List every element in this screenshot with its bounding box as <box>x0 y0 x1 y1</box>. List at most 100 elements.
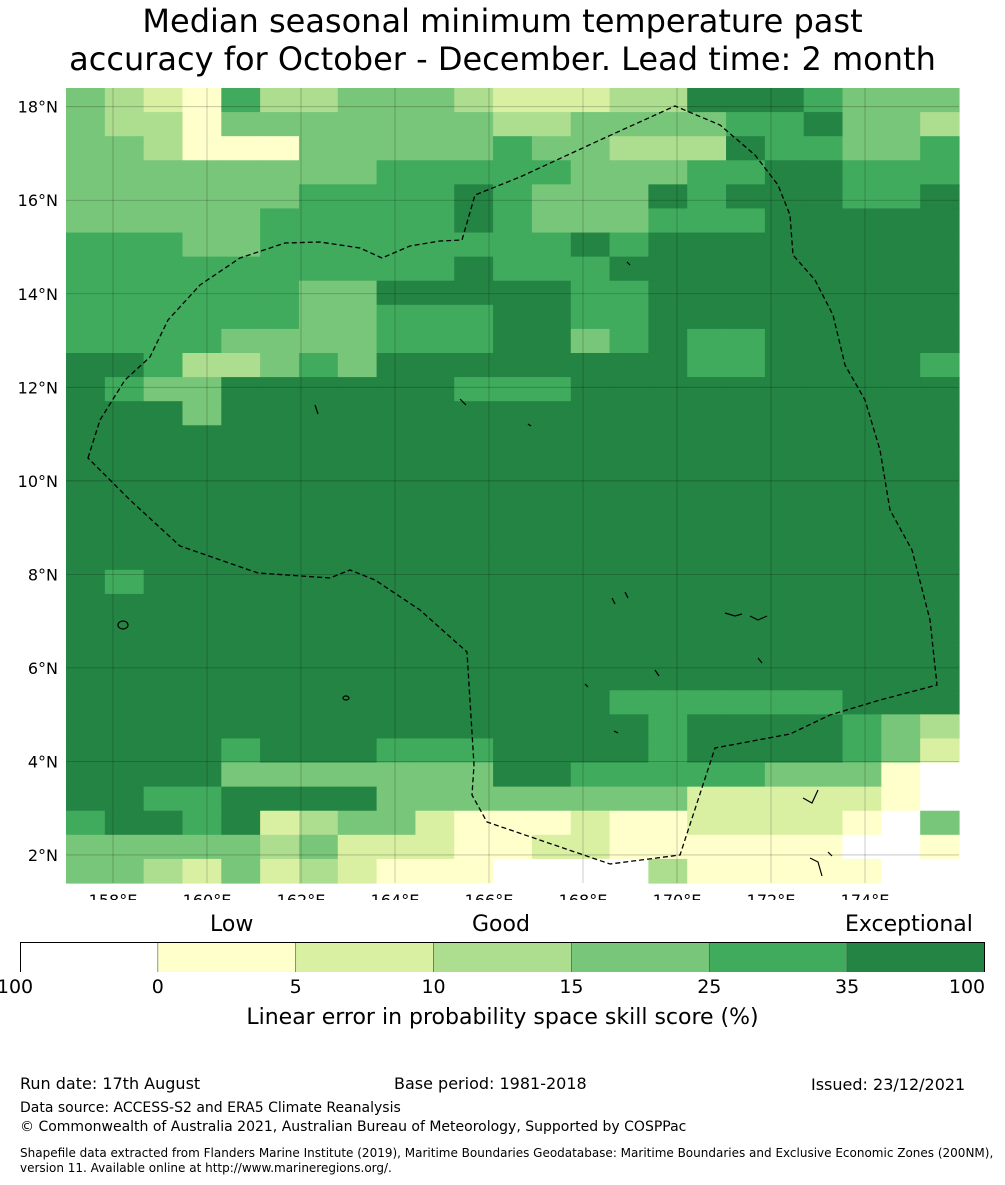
grid-cell <box>609 858 649 884</box>
grid-cell <box>454 497 494 523</box>
grid-cell <box>337 618 378 643</box>
grid-cell <box>221 425 261 450</box>
grid-cell <box>687 858 727 884</box>
grid-cell <box>104 714 145 740</box>
lon-tick-label: 158°E <box>89 891 138 900</box>
grid-cell <box>298 497 339 523</box>
grid-cell <box>687 401 727 426</box>
grid-cell <box>182 377 222 402</box>
grid-cell <box>415 184 455 210</box>
grid-cell <box>531 208 572 234</box>
grid-cell <box>803 786 844 812</box>
grid-cell <box>920 497 960 523</box>
grid-cell <box>221 690 261 715</box>
grid-cell <box>415 666 455 691</box>
grid-cell <box>260 304 300 330</box>
grid-cell <box>415 256 455 282</box>
grid-cell <box>221 160 261 185</box>
grid-cell <box>609 449 649 475</box>
grid-cell <box>221 834 261 860</box>
grid-cell <box>143 569 184 595</box>
grid-cell <box>648 473 688 499</box>
grid-cell <box>337 88 378 113</box>
grid-cell <box>764 810 805 836</box>
grid-cell <box>803 690 844 715</box>
grid-cell <box>726 401 766 426</box>
grid-cell <box>531 401 572 426</box>
grid-cell <box>260 328 300 354</box>
grid-cell <box>104 160 145 185</box>
grid-cell <box>182 497 222 523</box>
grid-cell <box>881 762 921 788</box>
grid-cell <box>803 642 844 667</box>
grid-cell <box>337 497 378 523</box>
grid-cell <box>298 714 339 740</box>
grid-cell <box>221 786 261 812</box>
grid-cell <box>881 545 921 571</box>
grid-cell <box>221 136 261 161</box>
grid-cell <box>842 762 882 788</box>
grid-cell <box>415 88 455 113</box>
grid-cell <box>260 160 300 185</box>
grid-cell <box>221 449 261 475</box>
grid-cell <box>570 545 611 571</box>
grid-cell <box>531 666 572 691</box>
grid-cell <box>66 666 106 691</box>
grid-cell <box>182 112 222 137</box>
grid-cell <box>648 304 688 330</box>
grid-cell <box>726 377 766 402</box>
grid-cell <box>260 353 300 378</box>
grid-cell <box>376 328 417 354</box>
grid-cell <box>415 786 455 812</box>
grid-cell <box>221 642 261 667</box>
grid-cell <box>609 160 649 185</box>
grid-cell <box>842 569 882 595</box>
grid-cell <box>415 642 455 667</box>
grid-cell <box>764 666 805 691</box>
grid-cell <box>726 449 766 475</box>
grid-cell <box>842 786 882 812</box>
grid-cell <box>881 521 921 547</box>
grid-cell <box>881 88 921 113</box>
grid-cell <box>570 208 611 234</box>
colorbar-tick-label: -100 <box>0 976 34 998</box>
grid-cell <box>298 88 339 113</box>
grid-cell <box>376 593 417 619</box>
lat-tick-label: 10°N <box>18 472 58 491</box>
grid-cell <box>531 786 572 812</box>
grid-cell <box>454 280 494 306</box>
grid-cell <box>803 858 844 884</box>
grid-cell <box>881 593 921 619</box>
grid-cell <box>920 690 960 715</box>
grid-cell <box>376 521 417 547</box>
grid-cell <box>66 690 106 715</box>
grid-cell <box>648 497 688 523</box>
grid-cell <box>648 328 688 354</box>
grid-cell <box>842 328 882 354</box>
grid-cell <box>493 545 533 571</box>
grid-cell <box>493 642 533 667</box>
grid-cell <box>803 810 844 836</box>
grid-cell <box>66 328 106 354</box>
grid-cell <box>221 401 261 426</box>
grid-cell <box>415 401 455 426</box>
grid-cell <box>376 160 417 185</box>
grid-cell <box>648 545 688 571</box>
grid-cell <box>337 858 378 884</box>
grid-cell <box>104 569 145 595</box>
grid-cell <box>842 497 882 523</box>
grid-cell <box>687 112 727 137</box>
grid-cell <box>454 256 494 282</box>
grid-cell <box>726 425 766 450</box>
grid-cell <box>493 328 533 354</box>
grid-cell <box>726 858 766 884</box>
grid-cell <box>803 160 844 185</box>
grid-cell <box>920 160 960 185</box>
grid-cell <box>104 545 145 571</box>
grid-cell <box>531 569 572 595</box>
grid-cell <box>415 112 455 137</box>
grid-cell <box>298 762 339 788</box>
grid-cell <box>881 497 921 523</box>
grid-cell <box>803 184 844 210</box>
lat-tick-label: 12°N <box>18 378 58 397</box>
